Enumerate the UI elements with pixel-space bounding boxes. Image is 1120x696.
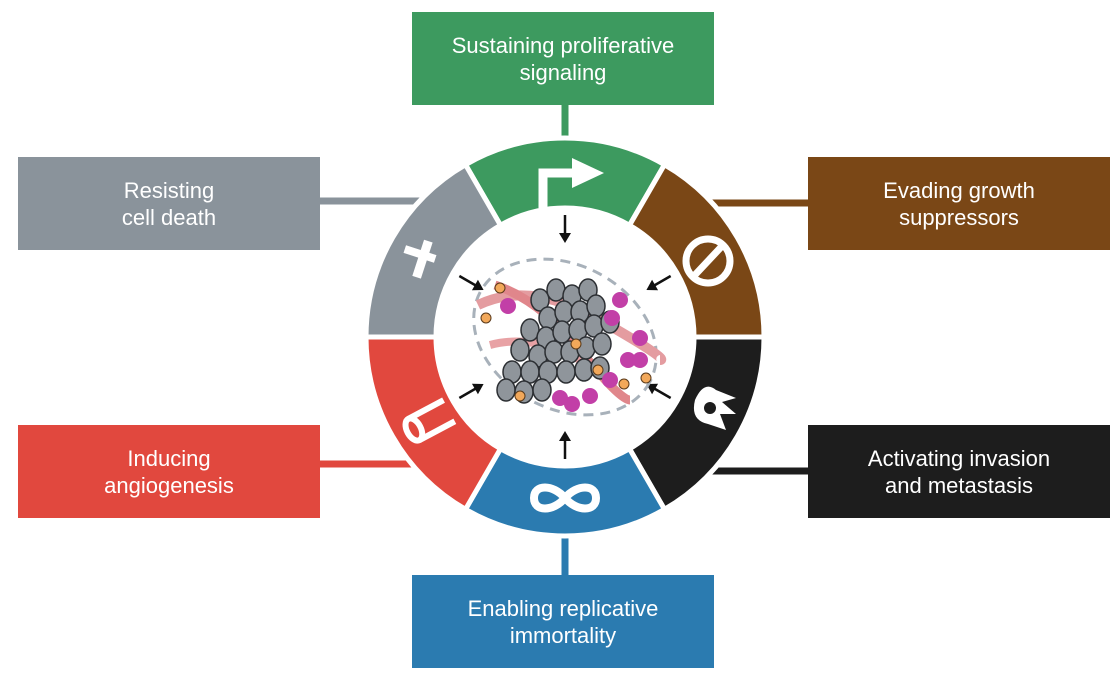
tumor-cell [592, 332, 612, 356]
stromal-cell [514, 390, 526, 402]
tumor-cell [520, 360, 540, 384]
immune-cell [582, 388, 598, 404]
hallmark-proliferative-line2: signaling [519, 59, 607, 85]
stromal-cell [618, 378, 630, 390]
inner-arrow-head [471, 279, 484, 291]
inner-arrow-head [559, 431, 571, 441]
tumor-cell [556, 360, 576, 384]
hallmark-cell-death-line2: cell death [121, 204, 217, 230]
immune-cell [552, 390, 568, 406]
hallmark-cell-death-box: Resisting cell death [18, 157, 320, 250]
hallmark-immortality-box: Enabling replicative immortality [412, 575, 714, 668]
segment-angiogenesis [363, 334, 504, 513]
hallmark-invasion-line2: and metastasis [885, 472, 1033, 498]
hallmark-immortality-line2: immortality [509, 622, 617, 648]
inner-arrow-head [646, 383, 659, 395]
cross-icon [403, 239, 437, 279]
stromal-cell [480, 312, 492, 324]
immune-cell [632, 352, 648, 368]
blood-vessel-icon [402, 397, 457, 444]
tumor-cell [552, 320, 572, 344]
immune-cell [604, 310, 620, 326]
bent-arrow-icon [538, 158, 604, 208]
hallmark-suppressors-line2: suppressors [899, 204, 1019, 230]
tumor-cell-cluster [480, 278, 652, 412]
inner-arrow-head [471, 383, 484, 395]
hallmark-suppressors-box: Evading growth suppressors [808, 157, 1110, 250]
immune-cell [612, 292, 628, 308]
stromal-cell [592, 364, 604, 376]
hallmark-invasion-line1: Activating invasion [867, 445, 1051, 471]
segment-cell-death [363, 161, 504, 340]
hallmark-suppressors-line1: Evading growth [883, 177, 1035, 203]
immune-cell [602, 372, 618, 388]
tumor-cell [532, 378, 552, 402]
hallmark-cell-death-line1: Resisting [123, 177, 215, 203]
tumor-cell [574, 358, 594, 382]
tumor-cell [530, 288, 550, 312]
tumor-cells-icon [472, 257, 667, 417]
inner-arrow-head [559, 233, 571, 243]
immune-cell [632, 330, 648, 346]
segment-suppressors [626, 161, 767, 340]
immune-cell [500, 298, 516, 314]
hallmark-proliferative-box: Sustaining proliferative signaling [412, 12, 714, 105]
hallmark-invasion-box: Activating invasion and metastasis [808, 425, 1110, 518]
tumor-cell [586, 294, 606, 318]
infinity-icon [529, 483, 601, 513]
immune-cell [564, 396, 580, 412]
inner-arrows [458, 215, 672, 459]
migrating-cell-icon [693, 386, 736, 430]
hallmark-angiogenesis-line2: angiogenesis [104, 472, 234, 498]
tumor-cell [496, 378, 516, 402]
stromal-cell [640, 372, 652, 384]
inner-arrow-head [646, 279, 659, 291]
stromal-cell [494, 282, 506, 294]
immune-cell [620, 352, 636, 368]
tumor-cell [510, 338, 530, 362]
tumor-cell [546, 278, 566, 302]
hallmark-immortality-line1: Enabling replicative [467, 595, 659, 621]
hallmark-proliferative-line1: Sustaining proliferative [451, 32, 675, 58]
hallmark-angiogenesis-box: Inducing angiogenesis [18, 425, 320, 518]
prohibition-icon [682, 235, 734, 287]
hallmark-angiogenesis-line1: Inducing [127, 445, 211, 471]
stromal-cell [570, 338, 582, 350]
